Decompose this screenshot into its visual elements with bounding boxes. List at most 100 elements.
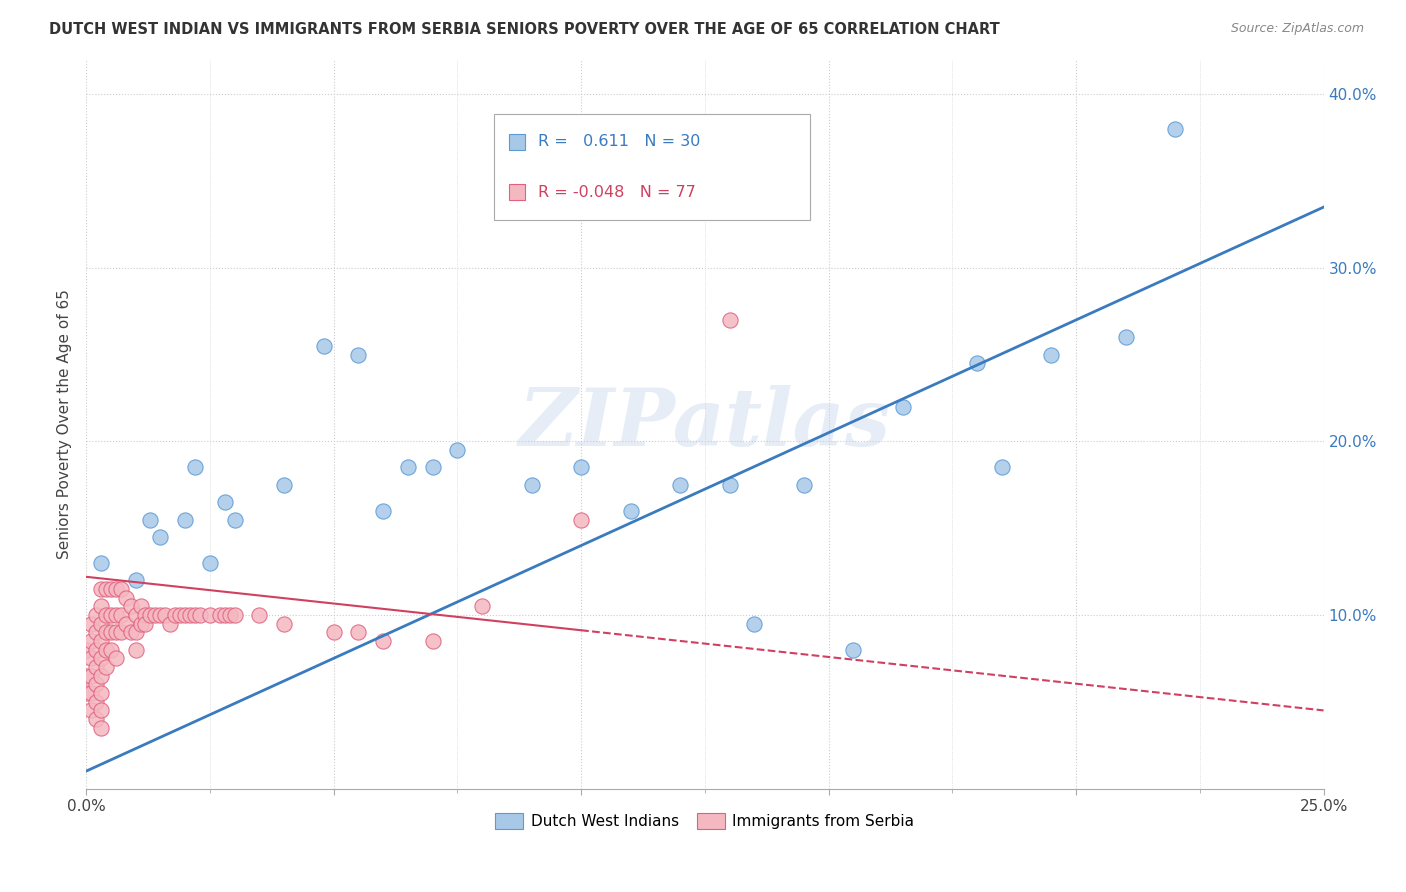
Point xyxy=(139,512,162,526)
Point xyxy=(371,634,394,648)
Point xyxy=(891,400,914,414)
Point xyxy=(84,642,107,657)
Point xyxy=(179,607,201,622)
Point xyxy=(104,625,127,640)
Point xyxy=(159,616,181,631)
Point xyxy=(214,495,236,509)
Point xyxy=(110,607,132,622)
Point xyxy=(80,686,103,700)
Point xyxy=(312,339,335,353)
Point xyxy=(104,607,127,622)
Point xyxy=(100,642,122,657)
Point xyxy=(110,582,132,596)
Point xyxy=(94,660,117,674)
Point xyxy=(371,504,394,518)
Point xyxy=(80,703,103,717)
Point xyxy=(80,616,103,631)
Point xyxy=(120,599,142,614)
Point xyxy=(120,625,142,640)
Point xyxy=(966,356,988,370)
Point xyxy=(104,651,127,665)
Point xyxy=(134,607,156,622)
Point xyxy=(669,478,692,492)
Point xyxy=(134,616,156,631)
Point xyxy=(184,607,207,622)
Point xyxy=(84,677,107,691)
Point xyxy=(90,556,112,570)
Point xyxy=(165,607,187,622)
Point xyxy=(94,607,117,622)
Point xyxy=(1115,330,1137,344)
Point xyxy=(75,642,97,657)
Point xyxy=(124,607,146,622)
Point xyxy=(471,599,494,614)
Point xyxy=(224,607,246,622)
Point xyxy=(124,574,146,588)
Point xyxy=(1164,122,1187,136)
Point xyxy=(94,625,117,640)
Point xyxy=(520,478,543,492)
Point xyxy=(139,607,162,622)
Text: R =   0.611   N = 30: R = 0.611 N = 30 xyxy=(537,135,700,150)
Text: R = -0.048   N = 77: R = -0.048 N = 77 xyxy=(537,185,696,200)
Point xyxy=(129,616,152,631)
Point xyxy=(174,512,197,526)
Point xyxy=(169,607,191,622)
Point xyxy=(224,512,246,526)
Point xyxy=(90,669,112,683)
Point xyxy=(422,634,444,648)
Text: Source: ZipAtlas.com: Source: ZipAtlas.com xyxy=(1230,22,1364,36)
Text: ZIPatlas: ZIPatlas xyxy=(519,385,891,463)
Point xyxy=(84,625,107,640)
Point xyxy=(84,695,107,709)
Point xyxy=(90,686,112,700)
Point xyxy=(793,478,815,492)
Point xyxy=(75,686,97,700)
Point xyxy=(396,460,419,475)
Legend: Dutch West Indians, Immigrants from Serbia: Dutch West Indians, Immigrants from Serb… xyxy=(489,807,921,836)
Point xyxy=(619,504,641,518)
Point xyxy=(90,651,112,665)
Point xyxy=(104,582,127,596)
Point xyxy=(90,582,112,596)
Point xyxy=(149,530,172,544)
Point xyxy=(100,625,122,640)
Point xyxy=(347,348,370,362)
Point xyxy=(155,607,177,622)
Point xyxy=(80,651,103,665)
Point xyxy=(100,607,122,622)
Point xyxy=(347,625,370,640)
Y-axis label: Seniors Poverty Over the Age of 65: Seniors Poverty Over the Age of 65 xyxy=(58,289,72,559)
Text: DUTCH WEST INDIAN VS IMMIGRANTS FROM SERBIA SENIORS POVERTY OVER THE AGE OF 65 C: DUTCH WEST INDIAN VS IMMIGRANTS FROM SER… xyxy=(49,22,1000,37)
Point xyxy=(198,607,221,622)
Point xyxy=(198,556,221,570)
Point xyxy=(446,443,468,458)
Point xyxy=(422,460,444,475)
Point xyxy=(842,642,865,657)
Point xyxy=(90,703,112,717)
Point xyxy=(124,642,146,657)
Point xyxy=(84,607,107,622)
Point xyxy=(129,599,152,614)
Point xyxy=(145,607,167,622)
Point xyxy=(184,460,207,475)
Point xyxy=(94,642,117,657)
Point xyxy=(94,582,117,596)
Point xyxy=(322,625,344,640)
Point xyxy=(124,625,146,640)
Point xyxy=(188,607,211,622)
Point xyxy=(991,460,1014,475)
Point xyxy=(90,721,112,735)
Point xyxy=(90,599,112,614)
Point xyxy=(569,512,592,526)
Point xyxy=(114,591,136,605)
Point xyxy=(273,478,295,492)
Point xyxy=(90,634,112,648)
Point xyxy=(247,607,270,622)
Point xyxy=(100,582,122,596)
Point xyxy=(214,607,236,622)
Point xyxy=(84,712,107,726)
Point xyxy=(84,660,107,674)
Point xyxy=(80,669,103,683)
FancyBboxPatch shape xyxy=(495,114,810,220)
